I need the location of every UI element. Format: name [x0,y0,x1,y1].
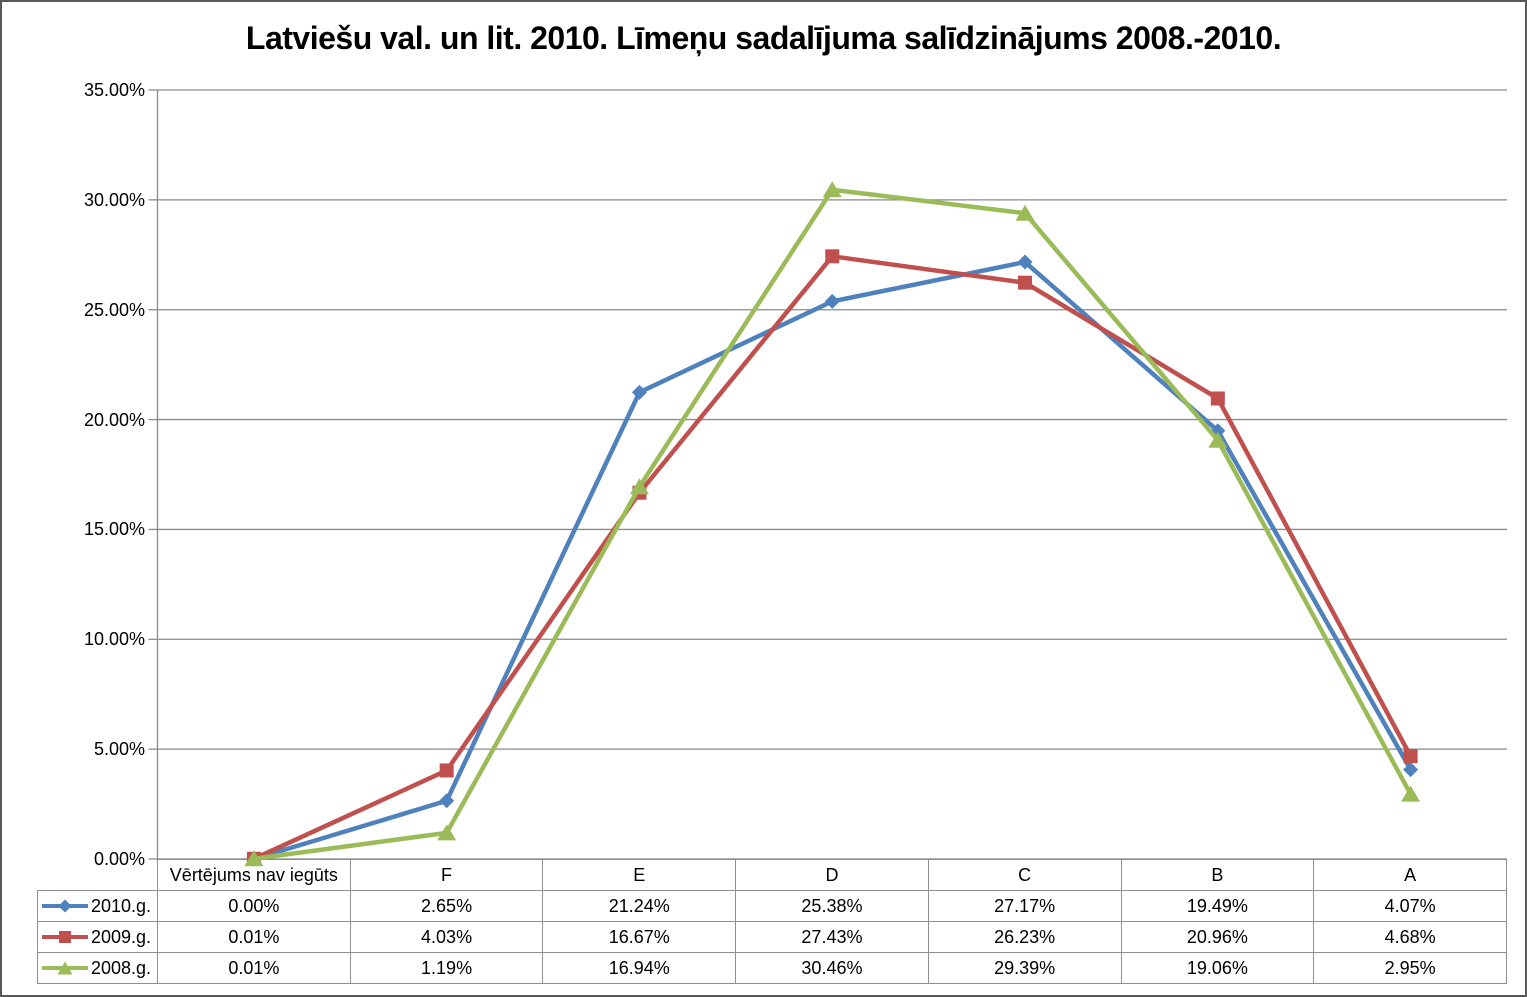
square-marker [632,485,647,500]
table-cell: 0.01% [157,952,351,984]
diamond-marker [631,384,647,400]
triangle-marker [1208,431,1228,448]
table-header-row: Vērtējums nav iegūts F E D C B A [37,859,1507,891]
y-tick-label: 5.00% [93,739,145,760]
table-row-2008: 2008.g. 0.01% 1.19% 16.94% 30.46% 29.39%… [37,952,1507,984]
triangle-marker [437,824,457,841]
triangle-marker [822,181,842,198]
diamond-legend-glyph [41,899,89,913]
category-header: E [542,859,737,891]
table-cell: 29.39% [927,952,1122,984]
triangle-marker [629,478,649,495]
series-line-2009g [251,254,1413,862]
square-marker [825,249,840,264]
table-cell: 27.43% [735,921,929,953]
square-legend-glyph [41,931,89,943]
table-corner-cell [37,859,158,891]
series-row-header: 2008.g. [37,952,158,984]
diamond-marker [1210,423,1226,439]
diamond-marker [824,293,840,309]
table-cell: 0.00% [157,890,351,922]
diamond-marker [439,793,455,809]
square-marker [1018,275,1033,290]
table-cell: 20.96% [1120,921,1315,953]
table-cell: 30.46% [735,952,929,984]
series-label: 2009.g. [90,926,151,947]
y-tick-label: 35.00% [83,80,145,100]
table-cell: 19.49% [1120,890,1315,922]
table-cell: 26.23% [927,921,1122,953]
square-marker [1210,391,1225,406]
triangle-marker [1015,204,1035,221]
table-cell: 2.65% [349,890,544,922]
category-header: F [349,859,544,891]
legend-key-2009-icon [41,929,89,945]
series-label: 2010.g. [90,895,151,916]
diamond-marker [1017,254,1033,270]
table-cell: 21.24% [542,890,737,922]
table-cell: 0.01% [157,921,351,953]
legend-key-2010-icon [41,898,89,914]
table-cell: 4.03% [349,921,544,953]
y-tick-label: 25.00% [83,299,145,320]
table-cell: 4.07% [1313,890,1507,922]
table-row-2010: 2010.g. 0.00% 2.65% 21.24% 25.38% 27.17%… [37,890,1507,922]
table-cell: 4.68% [1313,921,1507,953]
series-row-header: 2009.g. [37,921,158,953]
table-row-2009: 2009.g. 0.01% 4.03% 16.67% 27.43% 26.23%… [37,921,1507,953]
diamond-marker [1403,762,1419,778]
series-line-2010g [251,259,1413,862]
table-cell: 16.67% [542,921,737,953]
table-cell: 25.38% [735,890,929,922]
category-header: C [927,859,1122,891]
table-cell: 2.95% [1313,952,1507,984]
y-tick-label: 0.00% [93,849,145,869]
table-cell: 1.19% [349,952,544,984]
table-cell: 19.06% [1120,952,1315,984]
square-marker [439,763,454,778]
y-tick-label: 20.00% [83,409,145,430]
category-header: A [1313,859,1507,891]
triangle-legend-glyph [41,961,89,975]
category-header: Vērtējums nav iegūts [157,859,351,891]
series-line-2008g [251,187,1413,862]
y-tick-label: 30.00% [83,189,145,210]
triangle-marker [1401,785,1421,802]
y-tick-label: 10.00% [83,629,145,650]
y-tick-label: 15.00% [83,519,145,540]
data-table: Vērtējums nav iegūts F E D C B A 2010.g.… [37,859,1507,984]
square-marker [1403,749,1418,764]
series-label: 2008.g. [90,957,151,978]
category-header: D [735,859,929,891]
category-header: B [1120,859,1315,891]
table-cell: 16.94% [542,952,737,984]
table-cell: 27.17% [927,890,1122,922]
legend-key-2008-icon [41,960,89,976]
series-row-header: 2010.g. [37,890,158,922]
chart-title: Latviešu val. un lit. 2010. Līmeņu sadal… [245,20,1282,56]
